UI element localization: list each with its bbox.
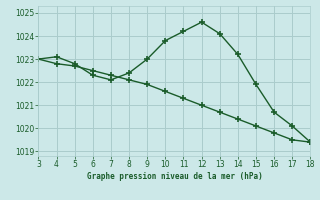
- X-axis label: Graphe pression niveau de la mer (hPa): Graphe pression niveau de la mer (hPa): [86, 172, 262, 181]
